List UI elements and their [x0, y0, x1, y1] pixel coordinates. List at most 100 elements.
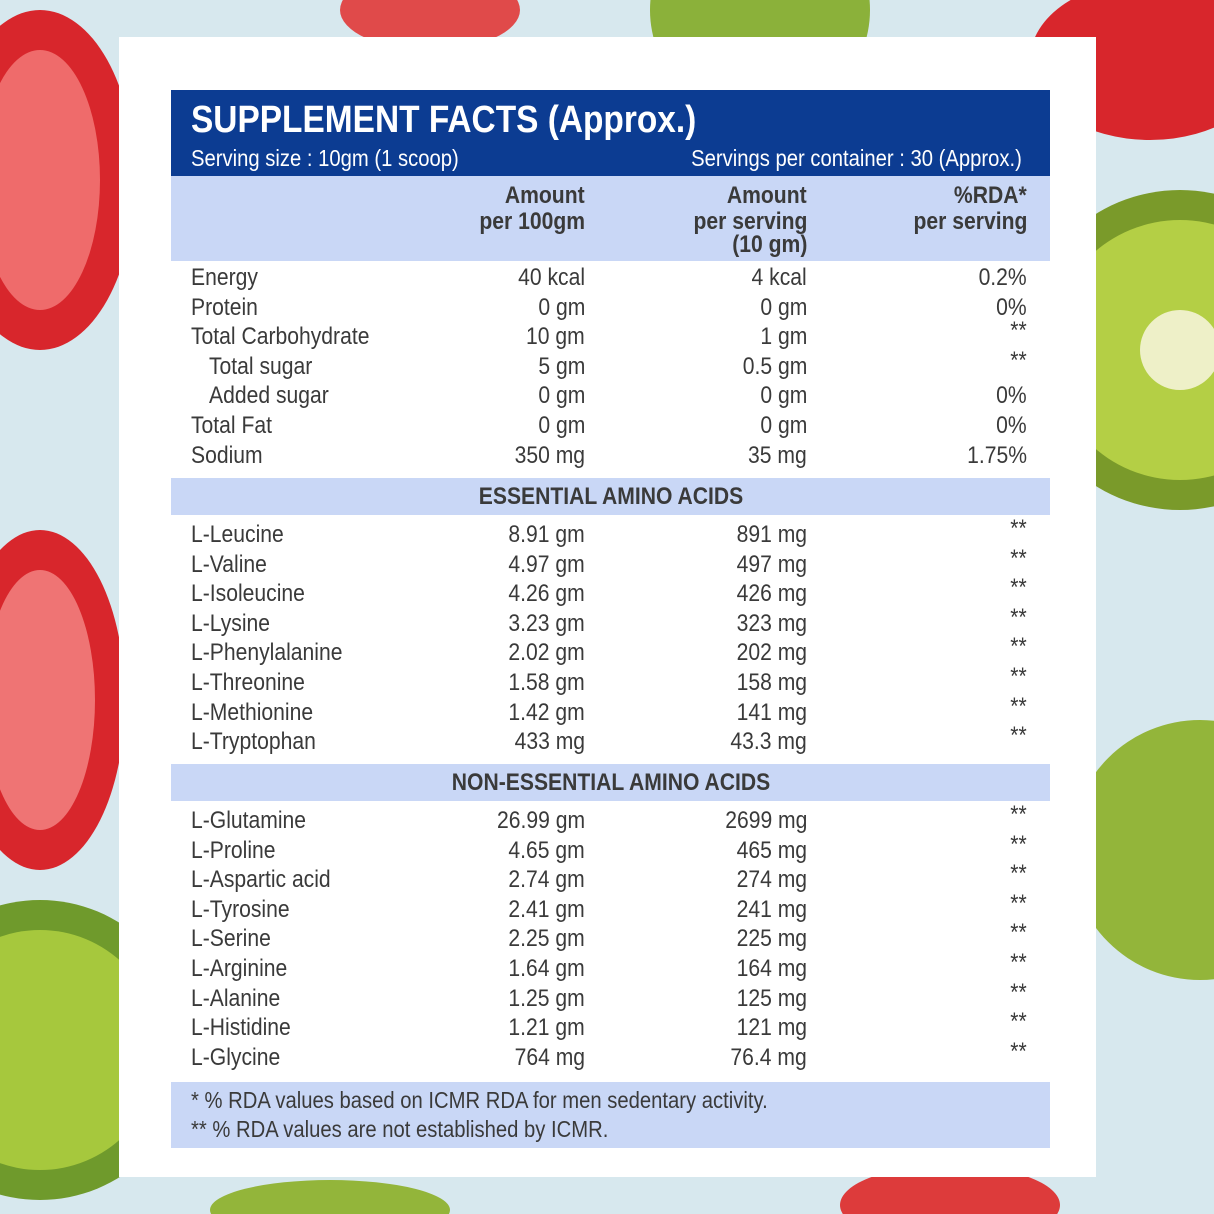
- amount-per-100g: 4.26 gm: [508, 580, 585, 608]
- row-label: L-Methionine: [191, 698, 314, 726]
- amount-per-100g: 40 kcal: [518, 264, 585, 291]
- row-label: L-Tyrosine: [191, 895, 290, 923]
- row-label: L-Histidine: [191, 1014, 291, 1042]
- rda-percent: **: [1010, 317, 1027, 345]
- column-header: per serving: [913, 208, 1027, 235]
- amount-per-serving: 225 mg: [736, 925, 807, 953]
- section-title: ESSENTIAL AMINO ACIDS: [478, 483, 744, 510]
- footnote-band: [171, 1082, 1050, 1148]
- amount-per-100g: 0 gm: [538, 382, 585, 410]
- amount-per-serving: 426 mg: [736, 580, 807, 608]
- amount-per-serving: 241 mg: [736, 895, 807, 923]
- amount-per-100g: 10 gm: [526, 323, 585, 351]
- row-label: Energy: [191, 264, 258, 291]
- amount-per-serving: 465 mg: [736, 836, 807, 864]
- rda-percent: **: [1010, 515, 1027, 542]
- amount-per-serving: 76.4 mg: [730, 1043, 807, 1071]
- amount-per-100g: 1.42 gm: [508, 698, 585, 726]
- amount-per-100g: 1.58 gm: [508, 669, 585, 696]
- amount-per-serving: 202 mg: [736, 639, 807, 667]
- amount-per-100g: 0 gm: [538, 412, 585, 439]
- amount-per-100g: 3.23 gm: [508, 609, 585, 637]
- rda-percent: **: [1010, 346, 1027, 374]
- amount-per-100g: 4.65 gm: [508, 836, 585, 864]
- row-label: L-Proline: [191, 836, 276, 864]
- amount-per-serving: 0 gm: [760, 412, 807, 439]
- row-label: L-Tryptophan: [191, 728, 316, 756]
- amount-per-100g: 8.91 gm: [508, 521, 585, 548]
- row-label: Protein: [191, 293, 258, 321]
- serving-size: Serving size : 10gm (1 scoop): [191, 144, 459, 171]
- amount-per-100g: 5 gm: [538, 352, 585, 380]
- amount-per-serving: 141 mg: [736, 698, 807, 726]
- amount-per-100g: 350 mg: [514, 441, 585, 469]
- section-band: [171, 764, 1050, 801]
- row-label: Total Carbohydrate: [191, 323, 370, 351]
- amount-per-100g: 26.99 gm: [496, 807, 585, 834]
- rda-percent: **: [1010, 1037, 1027, 1065]
- servings-per-container: Servings per container : 30 (Approx.): [691, 144, 1022, 171]
- rda-percent: **: [1010, 603, 1027, 631]
- rda-percent: **: [1010, 722, 1027, 750]
- row-label: L-Arginine: [191, 955, 288, 982]
- rda-percent: **: [1010, 978, 1027, 1006]
- amount-per-serving: 891 mg: [736, 521, 807, 548]
- rda-percent: **: [1010, 574, 1027, 602]
- amount-per-100g: 2.25 gm: [508, 925, 585, 953]
- rda-percent: **: [1010, 692, 1027, 720]
- row-label: Total sugar: [209, 352, 313, 380]
- row-label: L-Aspartic acid: [191, 866, 331, 894]
- amount-per-serving: 2699 mg: [724, 807, 807, 834]
- rda-percent: 0%: [996, 293, 1027, 321]
- rda-percent: 0%: [996, 412, 1027, 439]
- row-label: L-Lysine: [191, 609, 271, 637]
- amount-per-100g: 764 mg: [514, 1043, 585, 1071]
- column-header: Amount: [727, 182, 807, 209]
- column-header: per serving: [693, 208, 807, 235]
- amount-per-serving: 497 mg: [736, 550, 807, 578]
- rda-percent: **: [1010, 919, 1027, 947]
- amount-per-serving: 35 mg: [748, 441, 807, 469]
- column-header: per 100gm: [479, 208, 585, 235]
- amount-per-100g: 2.74 gm: [508, 866, 585, 894]
- row-label: L-Phenylalanine: [191, 639, 343, 667]
- column-header: Amount: [505, 182, 585, 209]
- amount-per-serving: 1 gm: [760, 323, 807, 351]
- rda-percent: **: [1010, 663, 1027, 690]
- rda-percent: **: [1010, 860, 1027, 888]
- row-label: L-Leucine: [191, 521, 284, 548]
- row-label: L-Isoleucine: [191, 580, 305, 608]
- row-label: Sodium: [191, 441, 263, 469]
- amount-per-serving: 125 mg: [736, 984, 807, 1012]
- header-band: [171, 90, 1050, 176]
- rda-percent: 1.75%: [967, 441, 1027, 469]
- amount-per-100g: 1.21 gm: [508, 1014, 585, 1042]
- column-header: %RDA*: [954, 182, 1027, 209]
- amount-per-serving: 158 mg: [736, 669, 807, 696]
- rda-percent: **: [1010, 544, 1027, 572]
- amount-per-serving: 0 gm: [760, 382, 807, 410]
- rda-percent: **: [1010, 1008, 1027, 1036]
- footnote: * % RDA values based on ICMR RDA for men…: [191, 1086, 768, 1113]
- row-label: L-Glycine: [191, 1043, 281, 1071]
- amount-per-serving: 164 mg: [736, 955, 807, 982]
- amount-per-serving: 0 gm: [760, 293, 807, 321]
- amount-per-100g: 433 mg: [514, 728, 585, 756]
- footnote: ** % RDA values are not established by I…: [191, 1115, 609, 1142]
- section-title: NON-ESSENTIAL AMINO ACIDS: [451, 769, 771, 796]
- amount-per-100g: 0 gm: [538, 293, 585, 321]
- row-label: L-Alanine: [191, 984, 281, 1012]
- row-label: Total Fat: [191, 412, 273, 439]
- column-header: (10 gm): [731, 231, 807, 258]
- title: SUPPLEMENT FACTS (Approx.): [191, 99, 697, 141]
- amount-per-100g: 1.25 gm: [508, 984, 585, 1012]
- amount-per-100g: 1.64 gm: [508, 955, 585, 982]
- amount-per-serving: 274 mg: [736, 866, 807, 894]
- rda-percent: **: [1010, 633, 1027, 661]
- rda-percent: **: [1010, 801, 1027, 828]
- column-header-band: [171, 176, 1050, 261]
- row-label: L-Valine: [191, 550, 267, 578]
- amount-per-serving: 4 kcal: [751, 264, 807, 291]
- row-label: Added sugar: [209, 382, 329, 410]
